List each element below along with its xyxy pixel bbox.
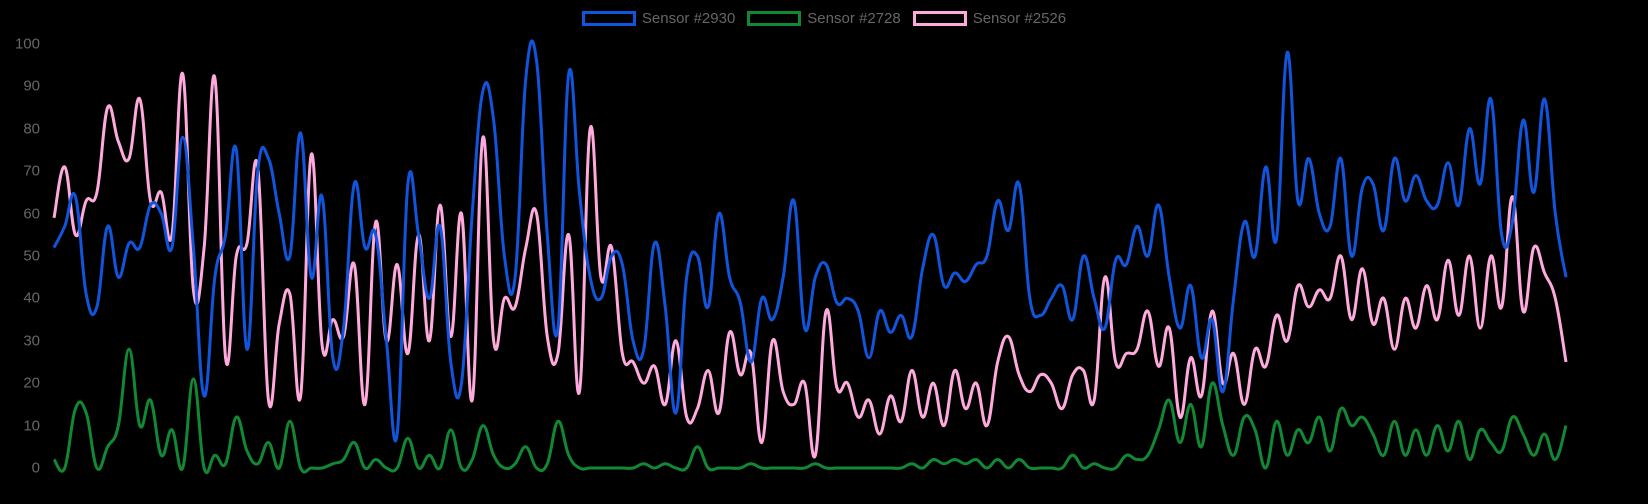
y-tick-label: 40 xyxy=(23,289,40,307)
y-tick-label: 0 xyxy=(31,459,40,477)
y-tick-label: 30 xyxy=(23,332,40,350)
legend-label: Sensor #2930 xyxy=(641,10,736,27)
legend-label: Sensor #2526 xyxy=(972,10,1067,27)
y-tick-label: 90 xyxy=(23,77,40,95)
chart-legend: Sensor #2930 Sensor #2728 Sensor #2526 xyxy=(0,10,1648,27)
y-tick-label: 100 xyxy=(14,35,40,53)
y-tick-label: 60 xyxy=(23,205,40,223)
series-line-sensor-2526 xyxy=(52,72,1568,459)
y-tick-label: 70 xyxy=(23,162,40,180)
y-tick-label: 20 xyxy=(23,374,40,392)
series-line-sensor-2728 xyxy=(52,347,1568,475)
legend-swatch-icon xyxy=(581,11,636,26)
legend-item-sensor-2526[interactable]: Sensor #2526 xyxy=(912,10,1067,27)
legend-item-sensor-2930[interactable]: Sensor #2930 xyxy=(581,10,736,27)
series-line-sensor-2930 xyxy=(52,39,1568,443)
legend-item-sensor-2728[interactable]: Sensor #2728 xyxy=(747,10,901,27)
legend-swatch-icon xyxy=(747,11,802,26)
y-axis: 0 10 20 30 40 50 60 70 80 90 100 xyxy=(0,0,40,504)
y-tick-label: 50 xyxy=(23,247,40,265)
y-tick-label: 10 xyxy=(23,417,40,435)
legend-swatch-icon xyxy=(912,11,967,26)
y-tick-label: 80 xyxy=(23,120,40,138)
legend-label: Sensor #2728 xyxy=(807,10,901,27)
